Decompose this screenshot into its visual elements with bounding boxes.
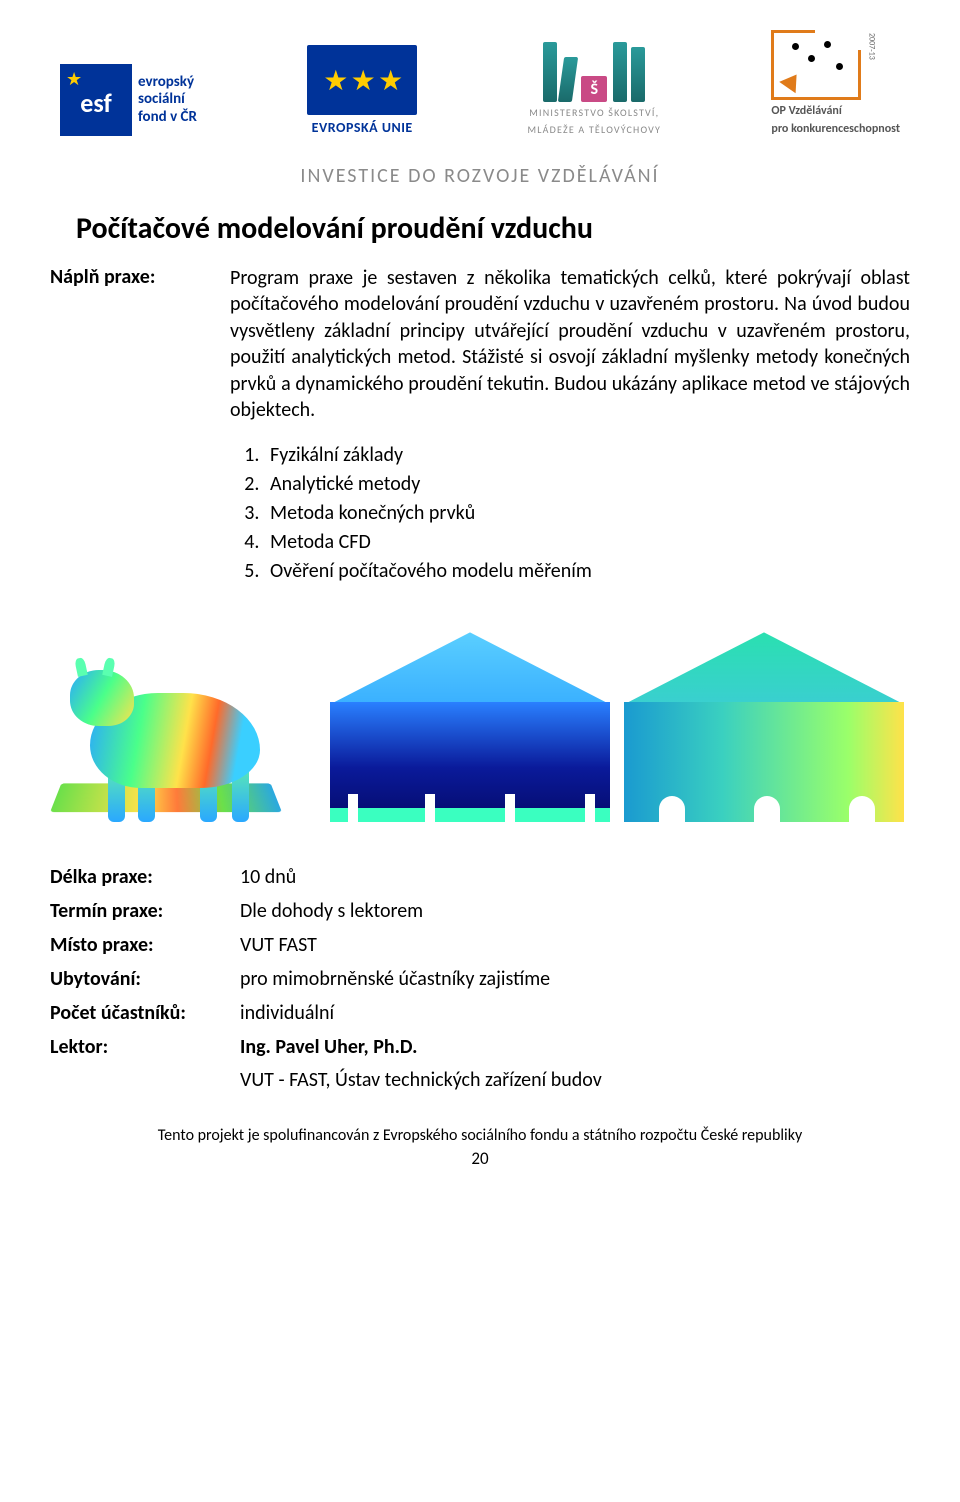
napln-row: Náplň praxe: Program praxe je sestaven z…	[50, 265, 910, 423]
page-title: Počítačové modelování proudění vzduchu	[76, 210, 910, 247]
msmt-text-1: MINISTERSTVO ŠKOLSTVÍ,	[529, 106, 659, 119]
op-years: 2007-13	[866, 33, 876, 60]
topic-list: Fyzikální základy Analytické metody Meto…	[264, 441, 910, 586]
esf-text: evropský sociální fond v ČR	[138, 74, 197, 126]
eu-label: EVROPSKÁ UNIE	[312, 119, 413, 136]
list-item: Metoda konečných prvků	[264, 499, 910, 528]
invest-tagline: INVESTICE DO ROZVOJE VZDĚLÁVÁNÍ	[50, 164, 910, 188]
cfd-barn-section-1-image	[330, 632, 610, 822]
page: ★ esf evropský sociální fond v ČR ★ ★ ★ …	[0, 0, 960, 1189]
list-item: Metoda CFD	[264, 528, 910, 557]
pocet-value: individuální	[240, 1000, 910, 1026]
msmt-s-icon: Š	[581, 76, 607, 102]
napln-text: Program praxe je sestaven z několika tem…	[230, 265, 910, 423]
esf-logo: ★ esf evropský sociální fond v ČR	[60, 64, 197, 136]
misto-value: VUT FAST	[240, 932, 910, 958]
lektor-value: Ing. Pavel Uher, Ph.D.	[240, 1034, 910, 1060]
page-number: 20	[50, 1148, 910, 1169]
list-row: Fyzikální základy Analytické metody Meto…	[50, 427, 910, 586]
op-frame-icon: 2007-13	[771, 30, 861, 100]
illustration-row	[50, 622, 910, 822]
lektor-affiliation: VUT - FAST, Ústav technických zařízení b…	[240, 1068, 910, 1092]
ubyt-value: pro mimobrněnské účastníky zajistíme	[240, 966, 910, 992]
cfd-cow-thermal-image	[56, 622, 316, 822]
star-icon: ★	[66, 68, 82, 90]
pocet-label: Počet účastníků:	[50, 1000, 240, 1026]
list-item: Fyzikální základy	[264, 441, 910, 470]
msmt-bar-icon	[613, 42, 627, 102]
info-block: Délka praxe:10 dnů Termín praxe:Dle doho…	[50, 864, 910, 1092]
msmt-logo: Š MINISTERSTVO ŠKOLSTVÍ, MLÁDEŽE A TĚLOV…	[527, 42, 661, 136]
cfd-barn-section-2-image	[624, 632, 904, 822]
lektor-label: Lektor:	[50, 1034, 240, 1060]
misto-label: Místo praxe:	[50, 932, 240, 958]
footer-text: Tento projekt je spolufinancován z Evrop…	[50, 1126, 910, 1146]
delka-value: 10 dnů	[240, 864, 910, 890]
msmt-text-2: MLÁDEŽE A TĚLOVÝCHOVY	[527, 123, 661, 136]
arrow-icon	[780, 69, 806, 94]
napln-label: Náplň praxe:	[50, 265, 230, 423]
op-logo: 2007-13 OP Vzdělávání pro konkurencescho…	[771, 30, 900, 136]
list-item: Ověření počítačového modelu měřením	[264, 557, 910, 586]
op-text-1: OP Vzdělávání	[771, 104, 841, 118]
termin-value: Dle dohody s lektorem	[240, 898, 910, 924]
ubyt-label: Ubytování:	[50, 966, 240, 992]
msmt-bar-icon	[558, 57, 578, 102]
termin-label: Termín praxe:	[50, 898, 240, 924]
op-text-2: pro konkurenceschopnost	[771, 122, 900, 136]
esf-acronym: esf	[80, 90, 111, 116]
eu-flag-icon: ★ ★ ★	[307, 45, 417, 115]
msmt-bar-icon	[543, 42, 557, 102]
delka-label: Délka praxe:	[50, 864, 240, 890]
list-item: Analytické metody	[264, 470, 910, 499]
eu-logo: ★ ★ ★ EVROPSKÁ UNIE	[307, 45, 417, 136]
logo-strip: ★ esf evropský sociální fond v ČR ★ ★ ★ …	[50, 30, 910, 146]
msmt-bar-icon	[631, 47, 645, 102]
